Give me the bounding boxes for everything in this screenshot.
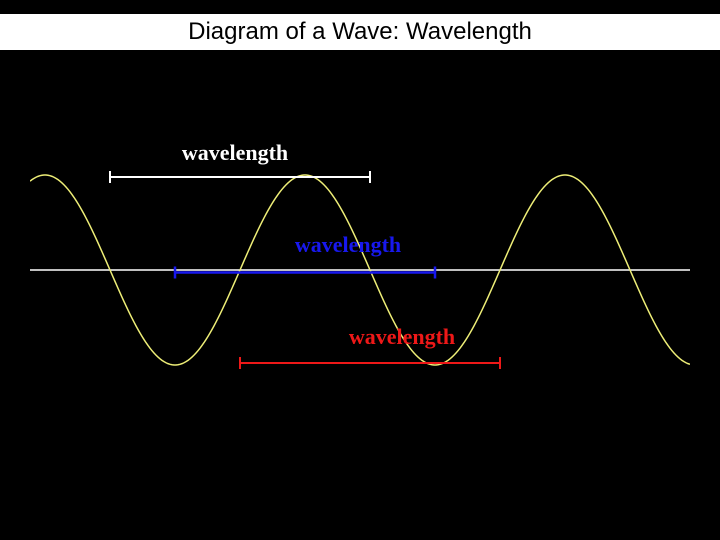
wavelength-label-crest: wavelength (182, 140, 288, 165)
wavelength-label-zero: wavelength (295, 232, 401, 257)
wavelength-label-trough: wavelength (349, 324, 455, 349)
wave-svg: wavelength wavelength wavelength (30, 80, 690, 460)
wave-diagram: wavelength wavelength wavelength (30, 80, 690, 460)
page-title: Diagram of a Wave: Wavelength (0, 14, 720, 50)
